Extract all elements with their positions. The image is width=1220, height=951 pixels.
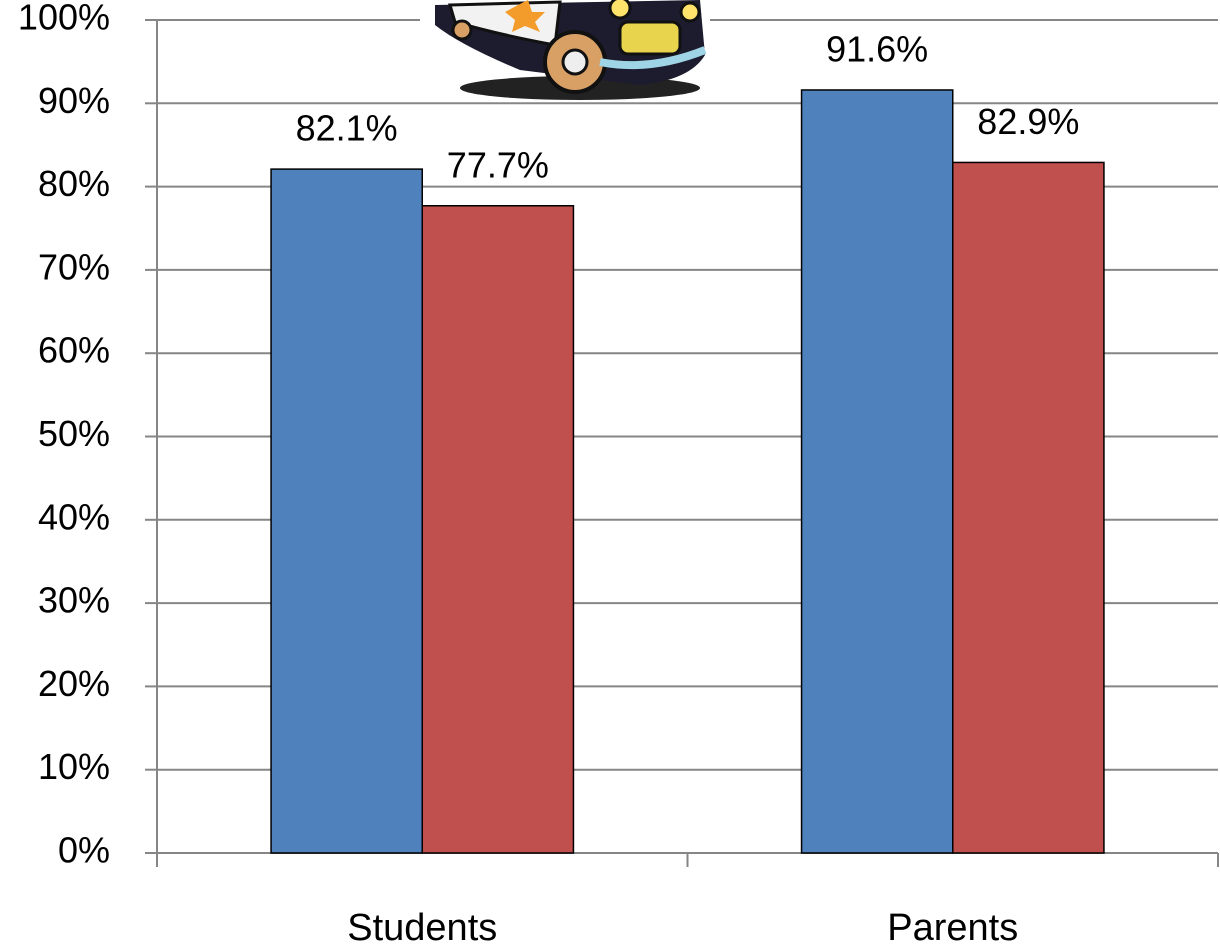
y-tick-label: 10% [38, 746, 110, 787]
y-tick-label: 80% [38, 163, 110, 204]
bars [270, 89, 1105, 854]
y-tick-label: 100% [18, 0, 110, 38]
value-label: 82.9% [977, 101, 1079, 142]
car-hub [561, 48, 589, 76]
car-grille [618, 20, 682, 56]
y-tick-label: 90% [38, 80, 110, 121]
bar [800, 89, 954, 854]
value-label: 77.7% [447, 144, 549, 185]
y-tick-label: 40% [38, 496, 110, 537]
car-headlight [608, 0, 632, 20]
police-car-clipart [420, 0, 710, 100]
x-tick-label: Students [347, 907, 497, 949]
y-tick-label: 0% [58, 830, 110, 871]
value-label: 82.1% [296, 108, 398, 149]
y-tick-label: 70% [38, 246, 110, 287]
car-bumper [599, 46, 707, 70]
y-tick-label: 20% [38, 663, 110, 704]
car-headlight [679, 1, 701, 23]
x-tick-label: Parents [887, 907, 1018, 949]
car-badge [505, 0, 545, 32]
labels: 0% 10% 20% 30% 40% 50% 60% 70% 80% 90% 100% Student… [18, 0, 1079, 949]
y-tick-label: 60% [38, 330, 110, 371]
bar [421, 205, 575, 854]
bar [270, 168, 423, 854]
value-label: 91.6% [826, 28, 928, 69]
y-tick-label: 30% [38, 580, 110, 621]
car-rear-wheel [451, 19, 473, 41]
y-tick-label: 50% [38, 413, 110, 454]
bar [952, 161, 1105, 854]
